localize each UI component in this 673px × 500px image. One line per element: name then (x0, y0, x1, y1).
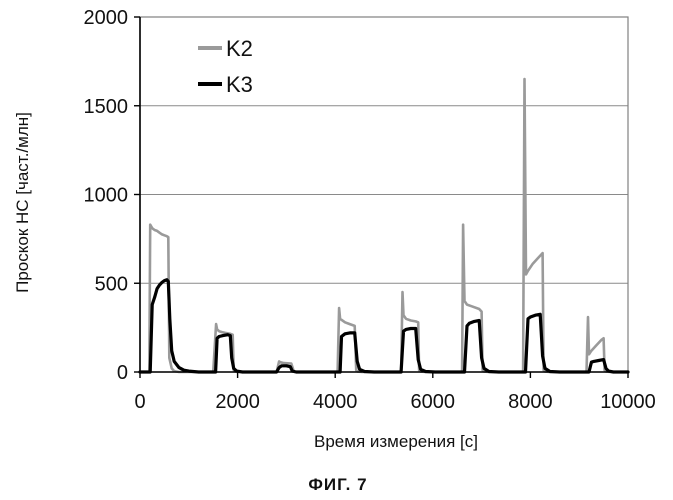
y-tick-label: 2000 (84, 7, 129, 29)
x-tick-label: 2000 (215, 391, 260, 413)
tick-labels: 0 500 1000 1500 2000 0 2000 4000 6000 8000 10000 (84, 7, 656, 413)
x-tick-label: 0 (134, 391, 145, 413)
y-axis-title: Проскок НС [част./млн] (13, 112, 32, 293)
y-tick-label: 1500 (84, 96, 129, 118)
y-tick-label: 1000 (84, 185, 129, 207)
x-tick-label: 10000 (600, 391, 656, 413)
x-tick-label: 8000 (508, 391, 553, 413)
y-tick-label: 500 (95, 273, 128, 295)
legend-label-k3: K3 (226, 72, 253, 97)
series-line-k2 (138, 77, 630, 374)
series-line-k3 (138, 278, 630, 374)
legend-label-k2: K2 (226, 36, 253, 61)
series-lines (138, 77, 630, 374)
legend-box (192, 28, 276, 100)
x-tick-label: 4000 (313, 391, 358, 413)
legend: K2 K3 (192, 28, 276, 100)
figure-caption: ФИГ. 7 (308, 475, 367, 494)
x-axis-title: Время измерения [с] (314, 432, 478, 451)
y-tick-label: 0 (117, 362, 128, 384)
x-tick-label: 6000 (411, 391, 456, 413)
